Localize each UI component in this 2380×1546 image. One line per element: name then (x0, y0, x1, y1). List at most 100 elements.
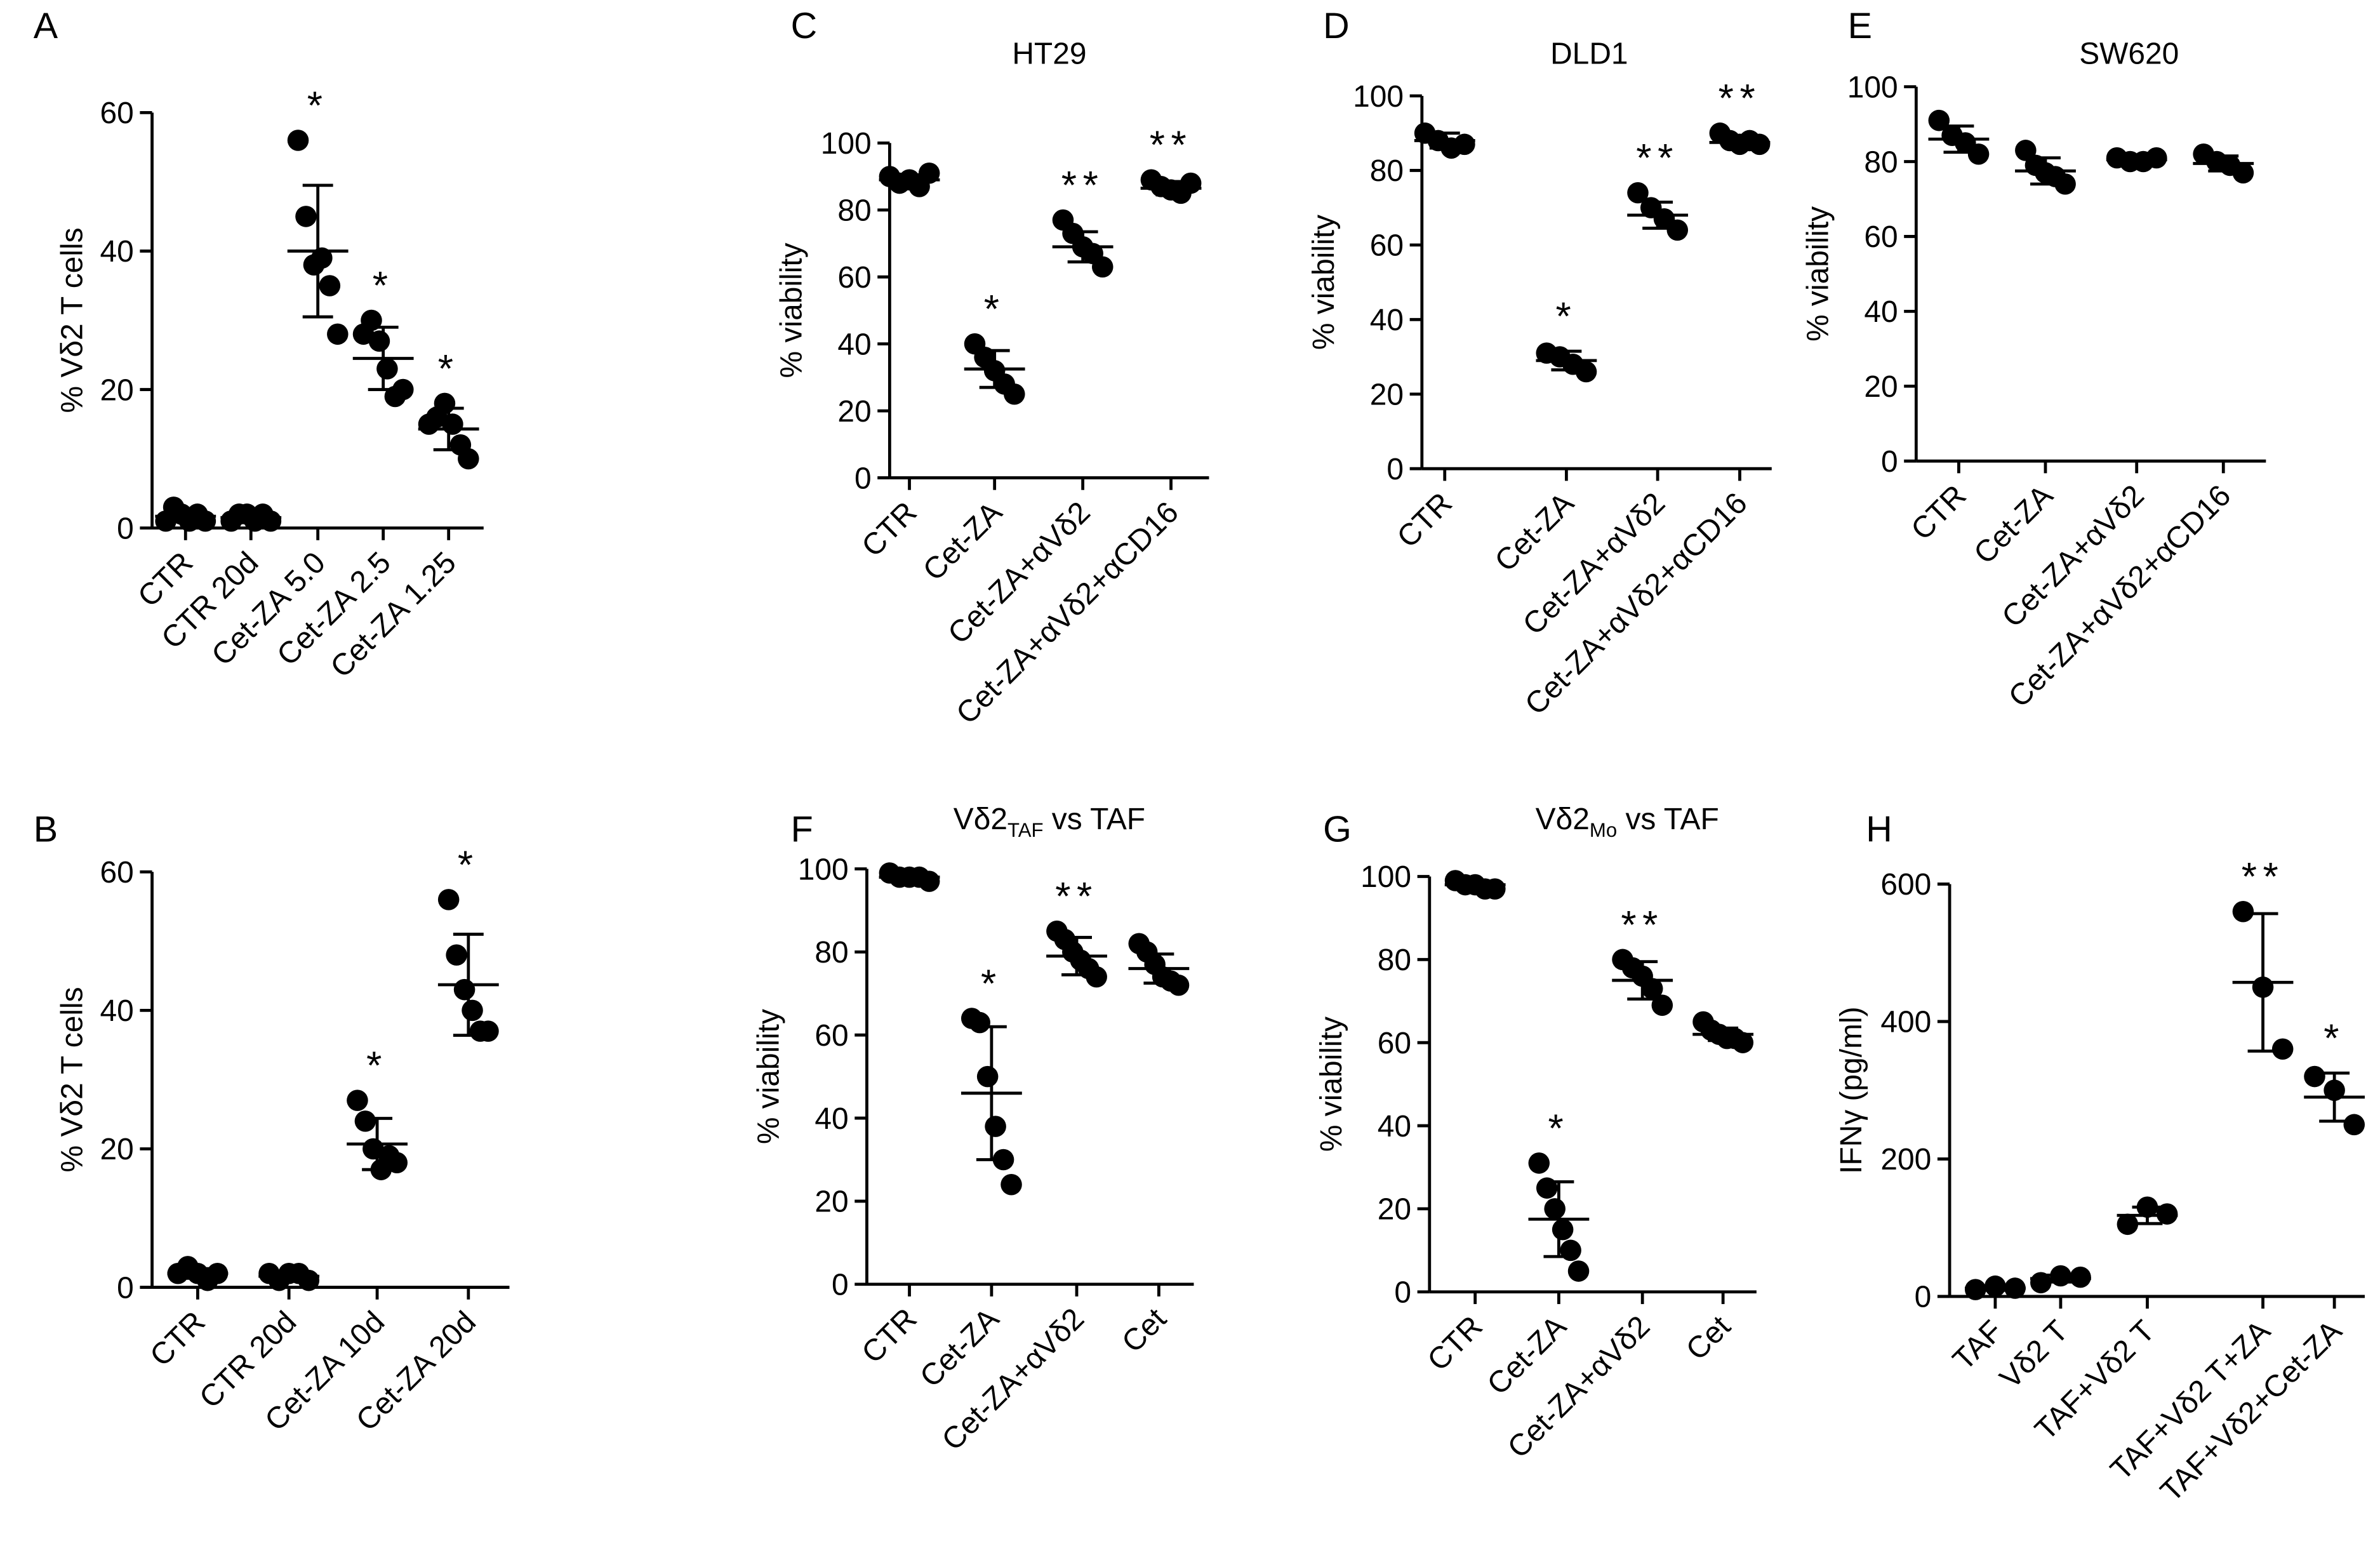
title-text: Vδ2 (954, 803, 1007, 836)
title-text: HT29 (1012, 37, 1086, 71)
title-text: SW620 (2079, 37, 2179, 71)
y-axis-label: % viability (1307, 215, 1341, 350)
data-point (437, 889, 460, 910)
significance-marker: ** (1150, 124, 1193, 168)
significance-marker: * (373, 264, 394, 308)
data-point (434, 392, 456, 415)
y-tick-label: 20 (837, 395, 871, 429)
chart-title: Vδ2TAF vs TAF (954, 803, 1145, 841)
data-point (2304, 1065, 2325, 1088)
significance-marker: ** (2242, 855, 2285, 899)
data-point (1544, 1198, 1566, 1220)
y-tick-label: 80 (837, 194, 871, 228)
title-text-rest: vs TAF (1617, 803, 1719, 836)
data-point (446, 944, 467, 966)
data-point (1091, 256, 1114, 278)
data-point (2343, 1114, 2365, 1136)
x-tick-label: CTR (856, 495, 924, 563)
y-tick-label: 80 (1864, 145, 1898, 179)
panel-label: D (1323, 6, 1350, 46)
y-tick-label: 40 (100, 235, 134, 269)
y-tick-label: 80 (1378, 943, 1411, 977)
data-point (1552, 1218, 1574, 1241)
data-point (386, 1152, 408, 1174)
y-tick-label: 20 (100, 1133, 134, 1166)
y-tick-label: 60 (1370, 229, 1404, 263)
y-tick-label: 400 (1880, 1006, 1931, 1039)
chart-title: HT29 (1012, 37, 1086, 71)
chart-title: DLD1 (1550, 37, 1628, 71)
data-point (2271, 1038, 2294, 1060)
x-tick-label: CTR (1421, 1310, 1489, 1378)
data-point (2232, 162, 2254, 183)
y-tick-label: 20 (1378, 1193, 1411, 1227)
y-axis-label: % viability (774, 243, 808, 378)
data-point (477, 1020, 499, 1042)
y-tick-label: 80 (814, 936, 848, 970)
title-text: DLD1 (1550, 37, 1628, 71)
chart-title: Vδ2Mo vs TAF (1536, 803, 1719, 841)
y-tick-label: 0 (117, 512, 134, 545)
y-tick-label: 40 (1370, 303, 1404, 337)
y-tick-label: 100 (1847, 70, 1898, 104)
y-tick-label: 80 (1370, 154, 1404, 188)
y-tick-label: 40 (814, 1102, 848, 1136)
x-tick-label: CTR (856, 1302, 924, 1370)
y-tick-label: 200 (1880, 1143, 1931, 1176)
panel-label: F (791, 809, 813, 850)
y-axis-label: % viability (1801, 206, 1835, 342)
data-point (327, 323, 349, 345)
x-tick-label: CTR (1905, 479, 1973, 547)
data-point (376, 358, 398, 380)
data-point (462, 999, 483, 1022)
data-point (458, 448, 479, 470)
significance-marker: * (1555, 295, 1577, 339)
x-tick-label: Vδ2 T (1993, 1314, 2075, 1396)
y-tick-label: 100 (821, 127, 872, 161)
data-point (969, 1011, 990, 1034)
y-tick-label: 0 (1881, 445, 1898, 479)
panel-label: E (1848, 6, 1872, 46)
y-tick-label: 0 (117, 1271, 134, 1305)
x-tick-label: Cet (1115, 1302, 1173, 1359)
y-tick-label: 0 (1394, 1276, 1411, 1310)
y-axis-label: % viability (752, 1009, 786, 1144)
panel-label: G (1323, 809, 1352, 850)
x-tick-label: CTR (143, 1305, 211, 1373)
data-point (1001, 1173, 1022, 1196)
x-tick-label: CTR (1391, 486, 1459, 554)
y-tick-label: 60 (100, 856, 134, 890)
data-point (361, 309, 382, 331)
y-tick-label: 100 (798, 853, 849, 886)
data-point (1666, 219, 1689, 241)
significance-marker: ** (1055, 875, 1098, 919)
panel-label: H (1866, 809, 1892, 850)
data-point (453, 978, 475, 1001)
data-point (1967, 143, 1990, 165)
significance-marker: ** (1621, 903, 1664, 947)
significance-marker: ** (1061, 164, 1105, 208)
data-point (354, 1110, 376, 1132)
title-subscript: Mo (1590, 819, 1617, 841)
data-point (287, 130, 309, 151)
data-point (1086, 966, 1107, 988)
significance-marker: ** (1636, 137, 1679, 180)
data-point (1567, 1260, 1590, 1282)
y-tick-label: 60 (837, 261, 871, 295)
significance-marker: * (984, 288, 1006, 331)
panel-f: F Vδ2TAF vs TAF 0 20 40 60 80 100 % viability CTR… (752, 803, 1194, 1457)
y-axis-label: % Vδ2 T cells (55, 227, 89, 413)
data-point (1641, 978, 1663, 999)
significance-marker: * (307, 84, 329, 128)
panel-label: B (34, 809, 58, 850)
data-point (1627, 182, 1649, 204)
y-tick-label: 60 (1378, 1027, 1411, 1060)
y-tick-label: 60 (100, 97, 134, 130)
significance-marker: * (366, 1044, 388, 1088)
